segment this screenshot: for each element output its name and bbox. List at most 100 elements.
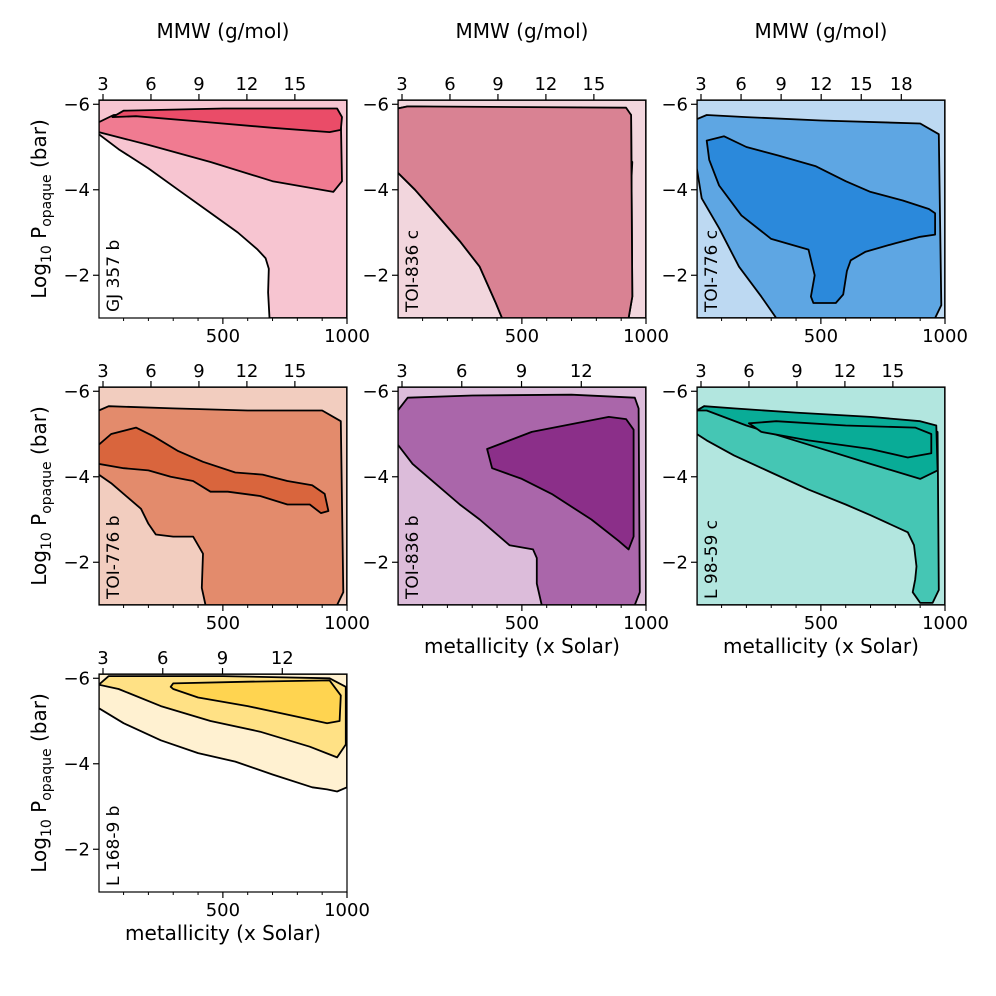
mmw-tick-label: 3 [695, 74, 706, 95]
y-axis-title-part: 10 [39, 245, 55, 263]
x-axis-title: metallicity (x Solar) [723, 634, 919, 658]
panel-4: −6 −4 −2 500 1000 3 6 9 12 15 TOI-776 b Log10 Popaq… [27, 361, 370, 634]
x-tick-label: 500 [206, 613, 240, 634]
planet-label: L 98-59 c [702, 520, 722, 599]
mmw-tick-label: 12 [271, 648, 294, 669]
planet-label: L 168-9 b [104, 806, 124, 886]
mmw-tick-label: 9 [516, 361, 527, 382]
y-axis-title-part: 10 [39, 532, 55, 550]
y-tick-label: −6 [661, 94, 688, 115]
panel-3: −6 −4 −2 500 1000 3 6 9 12 15 18 TOI-776 c MMW (g/mo… [661, 19, 967, 347]
y-axis-title-part: Log [27, 837, 51, 873]
x-tick-label: 500 [206, 900, 240, 921]
y-tick-label: −2 [362, 552, 389, 573]
y-axis-title-part: opaque [39, 461, 55, 513]
y-axis-title: Log10 Popaque (bar) [27, 119, 55, 299]
mmw-tick-label: 6 [157, 648, 168, 669]
y-axis-title: Log10 Popaque (bar) [27, 693, 55, 873]
x-tick-label: 1000 [922, 326, 968, 347]
contour-levels [99, 100, 347, 318]
mmw-tick-label: 6 [456, 361, 467, 382]
y-tick-label: −4 [362, 180, 389, 201]
y-axis-title-part: (bar) [27, 693, 51, 748]
x-tick-label: 500 [804, 326, 838, 347]
mmw-tick-label: 6 [444, 74, 455, 95]
y-axis-title: Log10 Popaque (bar) [27, 406, 55, 586]
mmw-tick-label: 3 [396, 74, 407, 95]
contour-levels [99, 674, 347, 793]
x-tick-label: 500 [505, 613, 539, 634]
contour-levels [99, 387, 347, 605]
mmw-tick-label: 6 [735, 74, 746, 95]
planet-label: GJ 357 b [104, 240, 124, 312]
mmw-tick-label: 3 [97, 361, 108, 382]
mmw-tick-label: 18 [890, 74, 913, 95]
y-tick-label: −4 [63, 467, 90, 488]
y-tick-label: −2 [661, 265, 688, 286]
y-axis-title-part: opaque [39, 748, 55, 800]
mmw-tick-label: 6 [743, 361, 754, 382]
contour-levels [697, 100, 945, 318]
mmw-tick-label: 3 [695, 361, 706, 382]
y-axis-title-part: P [27, 801, 51, 819]
contour-level-3 [169, 679, 342, 725]
y-tick-label: −4 [362, 467, 389, 488]
top-axis-title: MMW (g/mol) [755, 19, 888, 43]
y-axis-title-part: 10 [39, 819, 55, 837]
x-tick-label: 1000 [324, 326, 370, 347]
mmw-tick-label: 9 [193, 361, 204, 382]
x-tick-label: 500 [804, 613, 838, 634]
panel-1: −6 −4 −2 500 1000 3 6 9 12 15 GJ 357 b MMW (g/mol) L… [27, 19, 370, 347]
planet-label: TOI-776 c [702, 230, 722, 313]
mmw-tick-label: 6 [145, 361, 156, 382]
mmw-tick-label: 12 [235, 74, 258, 95]
mmw-tick-label: 3 [97, 74, 108, 95]
mmw-tick-label: 15 [283, 361, 306, 382]
mmw-tick-label: 6 [145, 74, 156, 95]
contour-level-4 [398, 105, 634, 318]
x-tick-label: 500 [505, 326, 539, 347]
mmw-tick-label: 15 [881, 361, 904, 382]
x-tick-label: 500 [206, 326, 240, 347]
mmw-tick-label: 3 [97, 648, 108, 669]
y-tick-label: −2 [661, 552, 688, 573]
mmw-tick-label: 12 [534, 74, 557, 95]
contour-level-3 [705, 135, 936, 304]
y-tick-label: −4 [63, 180, 90, 201]
y-tick-label: −2 [63, 265, 90, 286]
panel-5: −6 −4 −2 500 1000 3 6 9 12 TOI-836 b metallicity (… [362, 361, 668, 658]
mmw-tick-label: 12 [810, 74, 833, 95]
mmw-tick-label: 9 [775, 74, 786, 95]
mmw-tick-label: 3 [396, 361, 407, 382]
contour-levels [697, 387, 945, 605]
x-tick-label: 1000 [623, 326, 669, 347]
planet-label: TOI-836 b [403, 515, 423, 600]
y-tick-label: −2 [63, 839, 90, 860]
y-axis-title-part: P [27, 514, 51, 532]
contour-levels [398, 387, 646, 605]
mmw-tick-label: 9 [217, 648, 228, 669]
y-tick-label: −6 [362, 94, 389, 115]
mmw-tick-label: 12 [570, 361, 593, 382]
mmw-tick-label: 15 [283, 74, 306, 95]
y-tick-label: −4 [661, 467, 688, 488]
contour-level-4 [748, 420, 933, 459]
x-axis-title: metallicity (x Solar) [125, 921, 321, 945]
panel-6: −6 −4 −2 500 1000 3 6 9 12 15 L 98-59 c metallicity… [661, 361, 967, 658]
contour-level-3 [486, 416, 635, 551]
y-tick-label: −6 [63, 668, 90, 689]
y-axis-title-part: Log [27, 263, 51, 299]
contour-level-3 [99, 426, 330, 514]
mmw-tick-label: 12 [235, 361, 258, 382]
x-tick-label: 1000 [623, 613, 669, 634]
y-tick-label: −4 [63, 754, 90, 775]
top-axis-title: MMW (g/mol) [157, 19, 290, 43]
mmw-tick-label: 9 [193, 74, 204, 95]
panel-2: −6 −4 −2 500 1000 3 6 9 12 15 TOI-836 c MMW (g/mol) [362, 19, 668, 347]
planet-label: TOI-776 b [104, 515, 124, 600]
y-axis-title-part: opaque [39, 174, 55, 226]
y-axis-title-part: (bar) [27, 119, 51, 174]
y-axis-title-part: (bar) [27, 406, 51, 461]
x-tick-label: 1000 [922, 613, 968, 634]
